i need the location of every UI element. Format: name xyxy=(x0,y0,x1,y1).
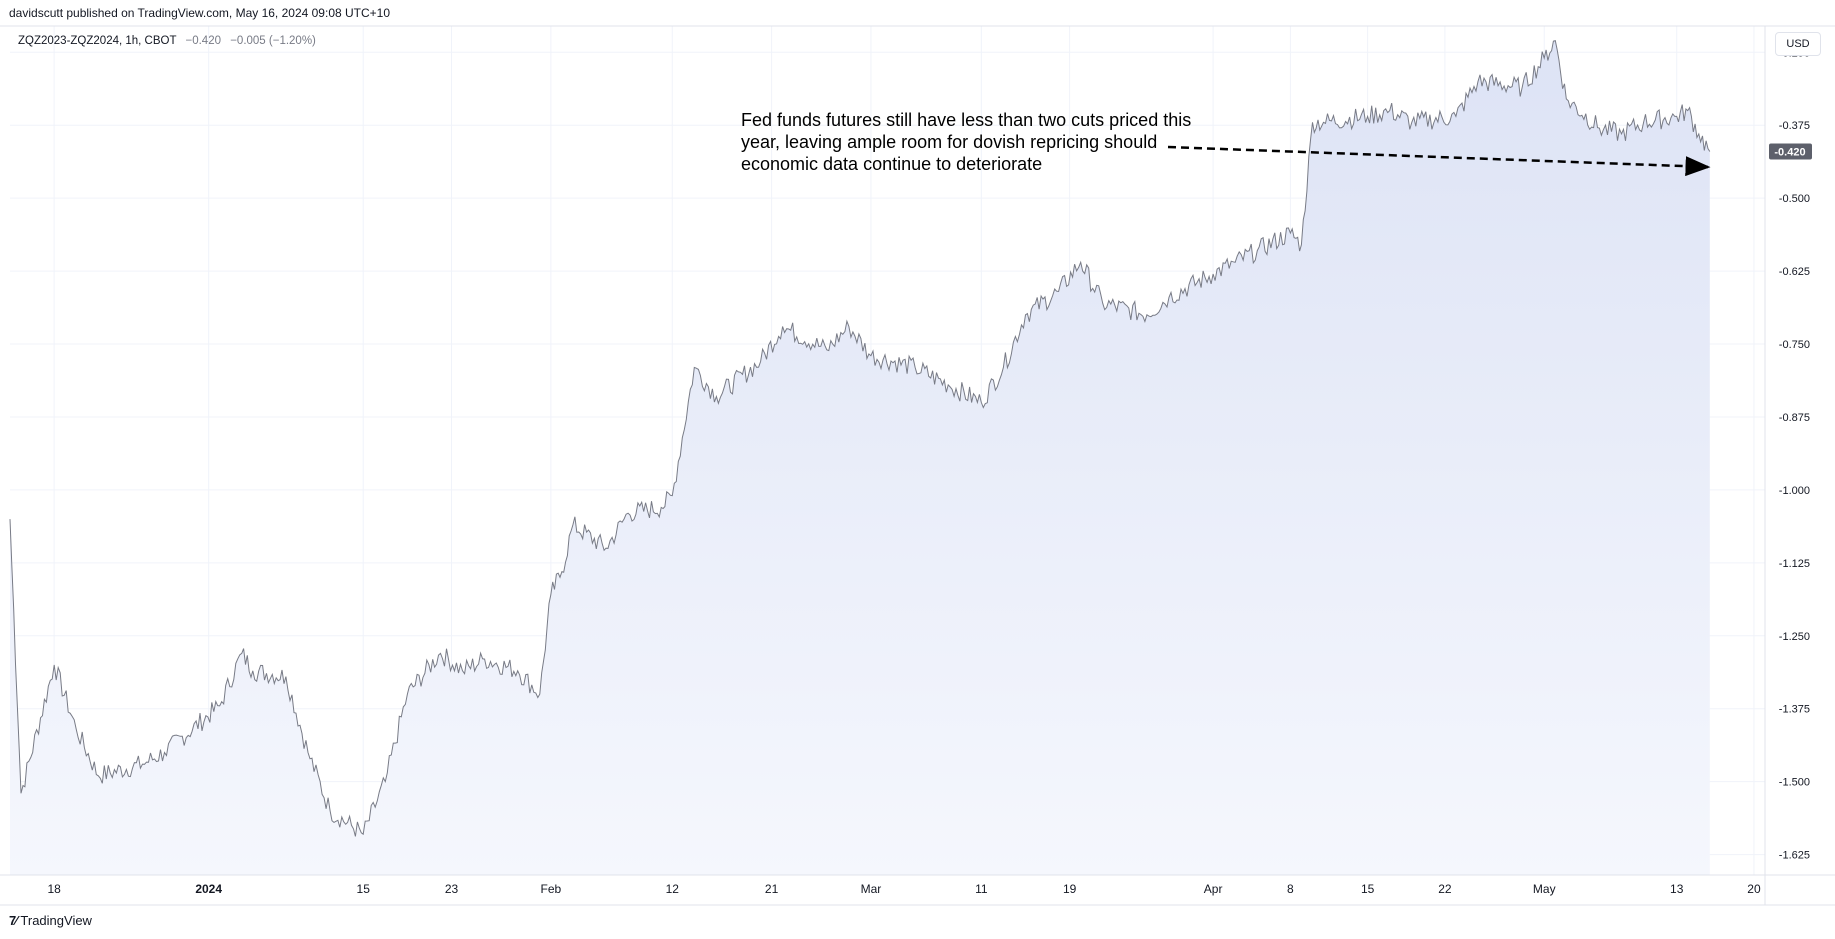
published-line: davidscutt published on TradingView.com,… xyxy=(9,6,391,20)
x-tick-label: Mar xyxy=(861,882,882,896)
x-tick-label: 13 xyxy=(1670,882,1684,896)
y-tick-label: -1.250 xyxy=(1779,631,1810,643)
brand-name: TradingView xyxy=(20,913,92,928)
x-tick-label: 23 xyxy=(445,882,459,896)
price-line xyxy=(9,39,1711,837)
last-price-badge: -0.420 xyxy=(1769,143,1812,160)
x-tick-label: Feb xyxy=(541,882,562,896)
symbol-info: ZQZ2023-ZQZ2024, 1h, CBOT xyxy=(18,35,177,47)
x-tick-label: 8 xyxy=(1287,882,1294,896)
x-tick-label: 21 xyxy=(765,882,779,896)
y-tick-label: -1.000 xyxy=(1779,485,1810,497)
price-axis[interactable]: -0.250-0.375-0.500-0.625-0.750-0.875-1.0… xyxy=(1779,47,1810,861)
badge-bg xyxy=(1769,143,1812,160)
tradingview-logo-icon: 7∕ xyxy=(9,913,17,928)
x-tick-label: 20 xyxy=(1747,882,1761,896)
x-tick-label: Apr xyxy=(1204,882,1223,896)
symbol-legend[interactable]: ZQZ2023-ZQZ2024, 1h, CBOT −0.420 −0.005 … xyxy=(18,35,316,47)
badge-label: -0.420 xyxy=(1774,146,1805,158)
x-tick-label: 18 xyxy=(47,882,61,896)
x-tick-label: 15 xyxy=(1361,882,1375,896)
y-tick-label: -1.375 xyxy=(1779,704,1810,716)
change-value: −0.005 (−1.20%) xyxy=(230,35,316,47)
y-tick-label: -0.875 xyxy=(1779,412,1810,424)
x-tick-label: 15 xyxy=(357,882,371,896)
x-tick-label: 12 xyxy=(666,882,680,896)
last-value: −0.420 xyxy=(185,35,222,47)
time-axis[interactable]: 18 2024 15 23 Feb 12 21 Mar 11 19 Apr 8 15 22 May 13 20 xyxy=(47,882,1760,896)
x-tick-label: 19 xyxy=(1063,882,1077,896)
x-tick-label: 11 xyxy=(975,882,988,896)
area-fill xyxy=(10,40,1710,876)
y-tick-label: -0.500 xyxy=(1779,193,1810,205)
annotation-text: Fed funds futures still have less than t… xyxy=(741,110,1192,174)
x-tick-label: 22 xyxy=(1438,882,1452,896)
y-tick-label: -0.375 xyxy=(1779,120,1810,132)
y-tick-label: -1.500 xyxy=(1779,777,1810,789)
footer-branding[interactable]: 7∕ TradingView xyxy=(9,913,92,928)
x-tick-label: 2024 xyxy=(195,882,222,896)
y-tick-label: -0.625 xyxy=(1779,266,1810,278)
y-tick-label: -1.625 xyxy=(1779,850,1810,862)
x-tick-label: May xyxy=(1533,882,1556,896)
currency-button[interactable]: USD xyxy=(1775,32,1821,56)
y-tick-label: -0.750 xyxy=(1779,339,1810,351)
y-tick-label: -1.125 xyxy=(1779,558,1810,570)
